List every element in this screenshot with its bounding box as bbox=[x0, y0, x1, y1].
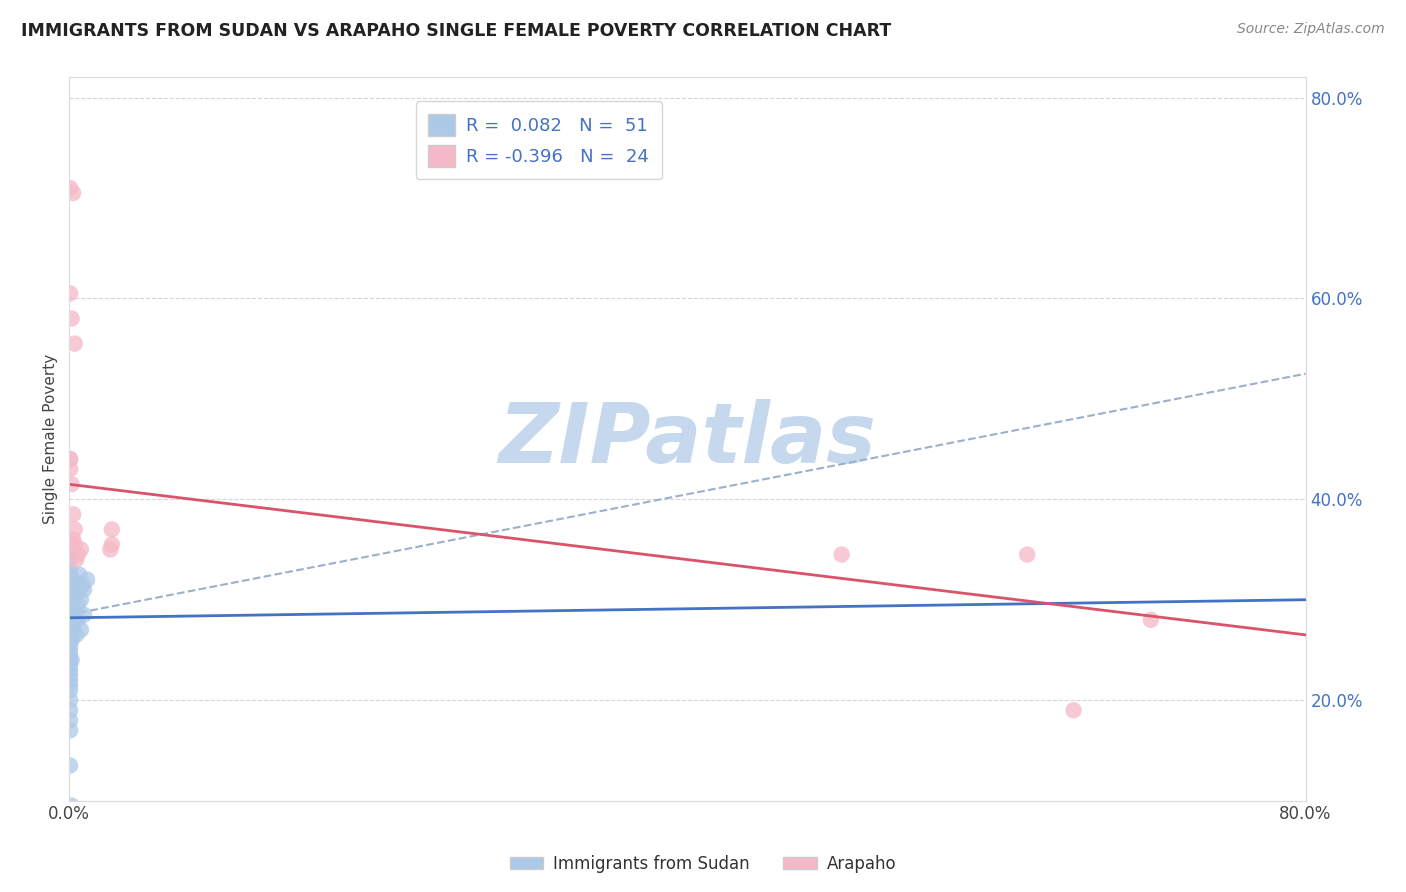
Point bbox=[59, 638, 82, 652]
Point bbox=[63, 613, 86, 627]
Point bbox=[59, 582, 82, 597]
Point bbox=[59, 181, 82, 195]
Point bbox=[1063, 703, 1085, 717]
Point bbox=[59, 713, 82, 727]
Point bbox=[101, 537, 124, 551]
Point bbox=[59, 588, 82, 602]
Point bbox=[67, 582, 90, 597]
Text: IMMIGRANTS FROM SUDAN VS ARAPAHO SINGLE FEMALE POVERTY CORRELATION CHART: IMMIGRANTS FROM SUDAN VS ARAPAHO SINGLE … bbox=[21, 22, 891, 40]
Point bbox=[59, 592, 82, 607]
Point bbox=[60, 798, 83, 813]
Point bbox=[62, 533, 84, 547]
Point bbox=[60, 632, 83, 647]
Point bbox=[59, 563, 82, 577]
Point bbox=[59, 452, 82, 467]
Point bbox=[63, 336, 86, 351]
Point bbox=[59, 537, 82, 551]
Point bbox=[59, 758, 82, 772]
Point bbox=[62, 508, 84, 522]
Point bbox=[59, 552, 82, 566]
Point bbox=[59, 683, 82, 698]
Point bbox=[59, 573, 82, 587]
Point bbox=[63, 523, 86, 537]
Point bbox=[62, 573, 84, 587]
Point bbox=[1140, 613, 1163, 627]
Point bbox=[62, 186, 84, 200]
Point bbox=[76, 573, 98, 587]
Point bbox=[70, 623, 93, 637]
Legend: Immigrants from Sudan, Arapaho: Immigrants from Sudan, Arapaho bbox=[503, 848, 903, 880]
Text: ZIPatlas: ZIPatlas bbox=[498, 399, 876, 480]
Point bbox=[72, 577, 94, 591]
Point bbox=[59, 598, 82, 612]
Point bbox=[60, 477, 83, 491]
Point bbox=[70, 542, 93, 557]
Point bbox=[66, 613, 89, 627]
Point bbox=[63, 537, 86, 551]
Point bbox=[63, 582, 86, 597]
Point bbox=[59, 693, 82, 707]
Point bbox=[60, 592, 83, 607]
Point bbox=[59, 703, 82, 717]
Point bbox=[59, 286, 82, 301]
Point bbox=[60, 613, 83, 627]
Point bbox=[70, 592, 93, 607]
Point bbox=[67, 567, 90, 582]
Point bbox=[101, 523, 124, 537]
Legend: R =  0.082   N =  51, R = -0.396   N =  24: R = 0.082 N = 51, R = -0.396 N = 24 bbox=[416, 101, 662, 179]
Point bbox=[62, 603, 84, 617]
Point bbox=[59, 653, 82, 667]
Point bbox=[1017, 548, 1039, 562]
Point bbox=[98, 542, 121, 557]
Point bbox=[59, 603, 82, 617]
Point bbox=[65, 628, 87, 642]
Point bbox=[73, 582, 96, 597]
Point bbox=[831, 548, 853, 562]
Text: Source: ZipAtlas.com: Source: ZipAtlas.com bbox=[1237, 22, 1385, 37]
Point bbox=[59, 663, 82, 677]
Point bbox=[59, 607, 82, 622]
Point bbox=[60, 653, 83, 667]
Point bbox=[59, 673, 82, 687]
Point bbox=[59, 678, 82, 692]
Point bbox=[62, 623, 84, 637]
Point bbox=[59, 628, 82, 642]
Point bbox=[59, 668, 82, 682]
Point bbox=[60, 311, 83, 326]
Point bbox=[65, 552, 87, 566]
Point bbox=[59, 632, 82, 647]
Point bbox=[59, 462, 82, 476]
Point bbox=[59, 577, 82, 591]
Point bbox=[59, 658, 82, 673]
Point bbox=[59, 643, 82, 657]
Point bbox=[59, 567, 82, 582]
Point bbox=[59, 723, 82, 738]
Point bbox=[73, 607, 96, 622]
Point bbox=[59, 623, 82, 637]
Point bbox=[59, 648, 82, 662]
Point bbox=[66, 598, 89, 612]
Y-axis label: Single Female Poverty: Single Female Poverty bbox=[44, 354, 58, 524]
Point bbox=[66, 548, 89, 562]
Point bbox=[65, 588, 87, 602]
Point bbox=[59, 452, 82, 467]
